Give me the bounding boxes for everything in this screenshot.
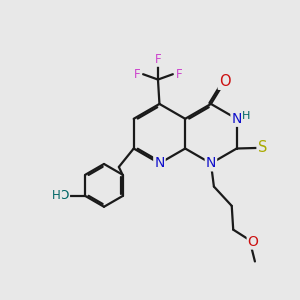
Text: H: H <box>52 189 61 202</box>
Text: O: O <box>58 189 69 202</box>
Text: N: N <box>206 156 216 170</box>
Text: F: F <box>155 53 161 66</box>
Text: O: O <box>248 235 259 248</box>
Text: N: N <box>154 156 165 170</box>
Text: F: F <box>134 68 140 81</box>
Text: O: O <box>219 74 230 89</box>
Text: H: H <box>242 111 250 122</box>
Text: S: S <box>257 140 267 155</box>
Text: F: F <box>176 68 182 81</box>
Text: N: N <box>232 112 242 126</box>
